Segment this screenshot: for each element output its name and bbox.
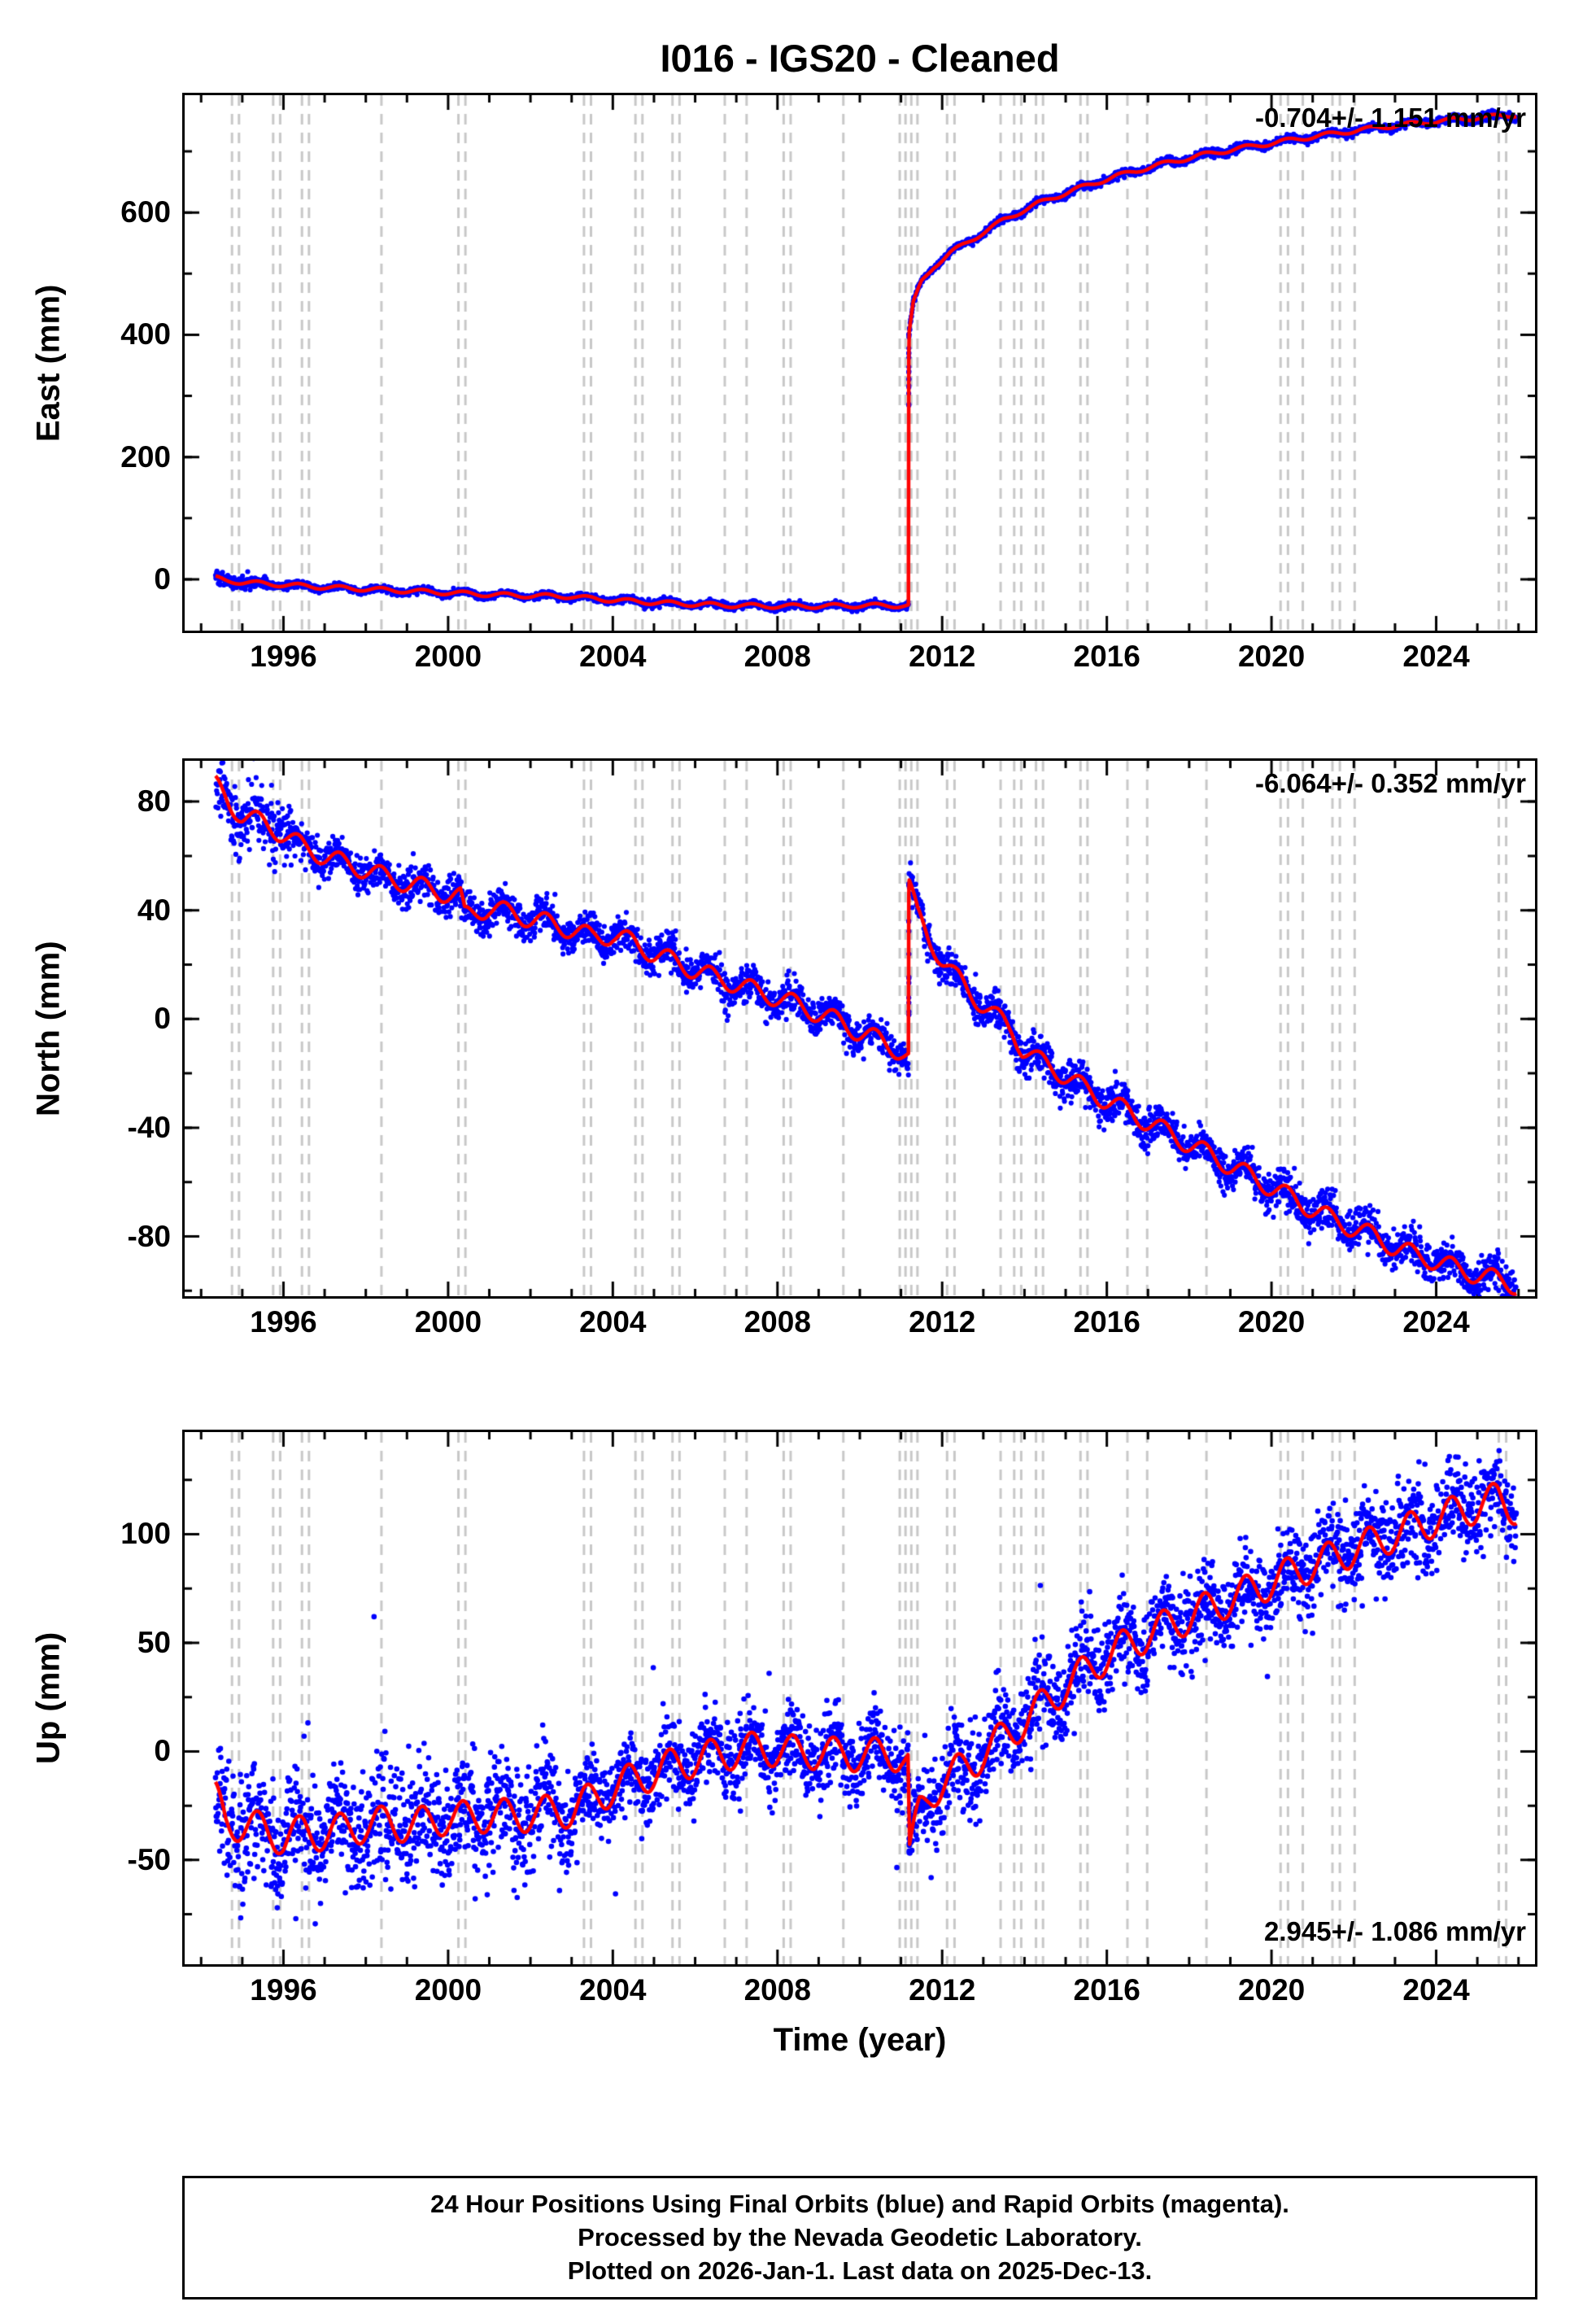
north-y-tick-label: 40 [137,893,171,927]
up-y-tick-label: 100 [120,1517,171,1551]
up-rate-annotation: 2.945+/- 1.086 mm/yr [1264,1916,1526,1946]
east-x-tick-label: 2024 [1402,640,1470,673]
up-x-tick-label: 2012 [909,1973,976,2007]
east-axis-label: East (mm) [30,284,67,442]
up-x-tick-label: 2008 [743,1973,811,2007]
east-x-tick-label: 2012 [909,640,976,673]
up-x-tick-label: 2016 [1073,1973,1140,2007]
north-rate-annotation: -6.064+/- 0.352 mm/yr [1255,768,1526,798]
east-y-tick-label: 0 [154,561,171,596]
north-x-tick-label: 2024 [1402,1305,1470,1339]
up-plot-frame [182,1430,1537,1967]
north-x-tick-label: 2008 [743,1305,811,1339]
caption-line-2: Processed by the Nevada Geodetic Laborat… [578,2223,1142,2251]
east-y-tick-label: 400 [120,317,171,352]
east-y-tick-label: 600 [120,195,171,229]
up-x-tick-label: 2004 [579,1973,647,2007]
north-y-tick-label: -40 [127,1110,171,1144]
up-plot-canvas [185,1432,1535,1964]
up-x-tick-label: 2024 [1402,1973,1470,2007]
up-axis-label: Up (mm) [30,1631,67,1765]
up-y-tick-label: 0 [154,1734,171,1768]
up-x-tick-label: 2000 [414,1973,482,2007]
east-plot-canvas [185,95,1535,631]
north-x-tick-label: 2004 [579,1305,647,1339]
north-y-tick-label: 0 [154,1002,171,1036]
east-plot-frame [182,93,1537,633]
east-x-tick-label: 2000 [414,640,482,673]
caption-line-1: 24 Hour Positions Using Final Orbits (bl… [430,2190,1289,2218]
east-x-tick-label: 1996 [250,640,317,673]
up-y-tick-label: 50 [137,1625,171,1659]
north-plot-frame [182,758,1537,1299]
up-x-tick-label: 1996 [250,1973,317,2007]
up-y-tick-label: -50 [127,1842,171,1876]
north-y-tick-label: -80 [127,1219,171,1253]
north-x-tick-label: 2000 [414,1305,482,1339]
east-x-tick-label: 2004 [579,640,647,673]
north-x-tick-label: 1996 [250,1305,317,1339]
plot-title: I016 - IGS20 - Cleaned [660,37,1060,80]
caption-box: 24 Hour Positions Using Final Orbits (bl… [182,2176,1537,2299]
time-axis-label: Time (year) [773,2022,947,2058]
east-x-tick-label: 2008 [743,640,811,673]
north-plot-canvas [185,761,1535,1296]
up-x-tick-label: 2020 [1237,1973,1306,2007]
north-y-tick-label: 80 [137,784,171,819]
east-x-tick-label: 2020 [1237,640,1306,673]
north-x-tick-label: 2012 [909,1305,976,1339]
east-y-tick-label: 200 [120,439,171,474]
north-x-tick-label: 2016 [1073,1305,1140,1339]
east-x-tick-label: 2016 [1073,640,1140,673]
north-x-tick-label: 2020 [1237,1305,1306,1339]
caption-line-3: Plotted on 2026-Jan-1. Last data on 2025… [567,2256,1153,2285]
east-rate-annotation: -0.704+/- 1.151 mm/yr [1255,103,1526,133]
